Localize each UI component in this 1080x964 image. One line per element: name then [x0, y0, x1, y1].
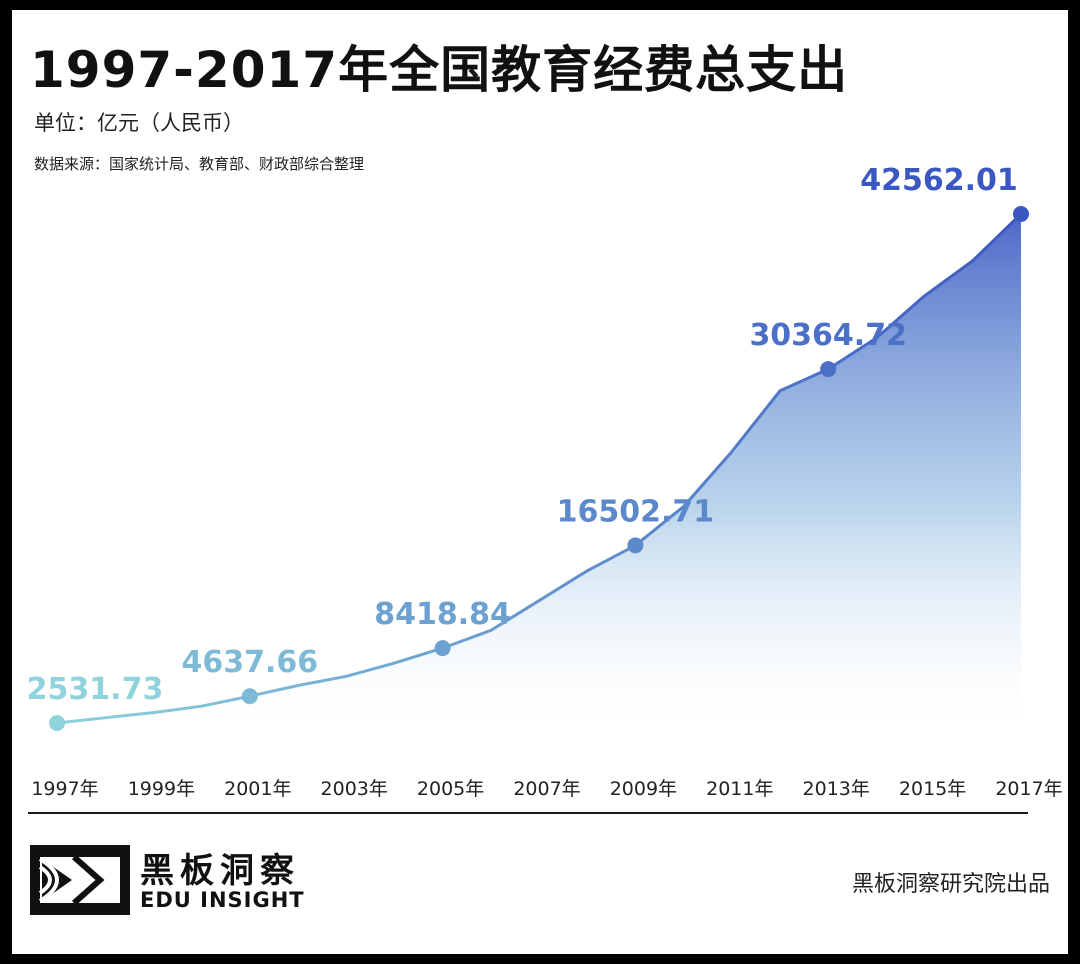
chart-title: 1997-2017年全国教育经费总支出 — [30, 41, 849, 99]
x-tick-label: 2009年 — [610, 778, 677, 800]
data-point-marker — [241, 688, 258, 705]
x-tick-label: 2007年 — [513, 778, 580, 800]
data-label: 30364.72 — [749, 318, 907, 353]
series-line — [56, 212, 1023, 725]
data-point-marker — [1013, 206, 1029, 222]
x-tick-label: 2005年 — [417, 778, 484, 800]
x-tick-label: 2001年 — [224, 778, 291, 800]
x-tick-label: 2015年 — [899, 778, 966, 800]
x-tick-label: 1999年 — [128, 778, 195, 800]
x-tick-label: 2011年 — [706, 778, 773, 800]
area-fill — [57, 214, 1021, 742]
logo-text-cn: 黑板洞察 — [140, 851, 300, 891]
edu-insight-logo-icon — [30, 845, 130, 915]
x-tick-label: 2003年 — [321, 778, 388, 800]
footer-divider — [28, 812, 1028, 814]
x-tick-label: 2013年 — [803, 778, 870, 800]
data-label: 4637.66 — [181, 645, 318, 680]
data-label: 42562.01 — [860, 163, 1018, 198]
data-point-marker — [49, 715, 65, 731]
data-label: 8418.84 — [374, 597, 511, 632]
source-note: 数据来源：国家统计局、教育部、财政部综合整理 — [34, 155, 365, 173]
data-point-marker — [434, 640, 451, 657]
logo-text-en: EDU INSIGHT — [140, 888, 305, 912]
data-point-marker — [627, 537, 644, 554]
data-point-marker — [820, 361, 837, 378]
unit-label: 单位：亿元（人民币） — [34, 111, 244, 135]
credit-text: 黑板洞察研究院出品 — [851, 872, 1050, 897]
data-label: 16502.71 — [557, 494, 715, 529]
x-tick-label: 2017年 — [995, 778, 1062, 800]
data-label: 2531.73 — [27, 672, 164, 707]
x-tick-label: 1997年 — [31, 778, 98, 800]
